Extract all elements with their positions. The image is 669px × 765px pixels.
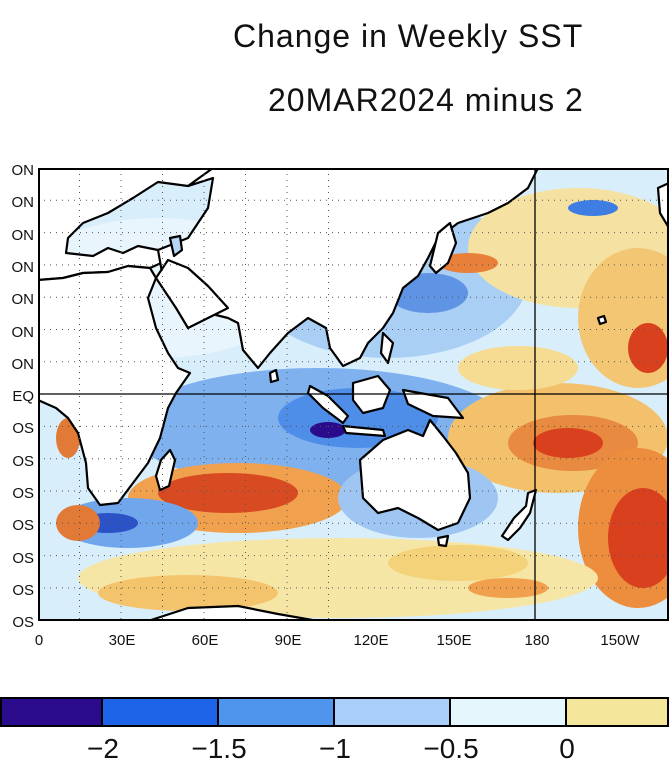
land-north-america (656, 181, 669, 230)
colorbar-tick-label: −1 (319, 733, 351, 764)
colorbar-tick-label: −2 (87, 733, 119, 764)
latitude-label: ON (11, 323, 35, 341)
latitude-label: ON (11, 162, 35, 179)
land-philippines (379, 331, 395, 365)
latitude-label: ON (11, 226, 35, 244)
land-madagascar (154, 448, 177, 492)
longitude-label: 180 (524, 632, 550, 649)
longitude-label: 30E (108, 632, 136, 649)
longitude-label: 0 (34, 632, 44, 649)
colorbar-swatch (451, 697, 567, 727)
map-frame (38, 168, 669, 621)
latitude-label: ON (11, 291, 35, 309)
latitude-label: ON (11, 258, 35, 276)
land-hawaii (596, 314, 608, 326)
longitude-label: 120E (353, 632, 389, 649)
land-antarctica (146, 604, 320, 621)
land-java (341, 424, 387, 438)
chart-subtitle: 20MAR2024 minus 2 (268, 82, 584, 118)
longitude-label: 150W (600, 632, 640, 649)
land-masses (38, 168, 669, 621)
chart-title: Change in Weekly SST (233, 18, 584, 54)
land-caspian (168, 234, 184, 258)
land-australia (358, 418, 472, 532)
colorbar-swatch (103, 697, 219, 727)
colorbar-swatch (0, 697, 103, 727)
land-japan (428, 221, 458, 275)
land-new-zealand (500, 488, 538, 542)
colorbar-swatch (567, 697, 669, 727)
latitude-label: OS (12, 420, 34, 438)
sst-change-map (38, 168, 669, 621)
latitude-label: OS (12, 517, 34, 535)
land-new-guinea (401, 388, 465, 420)
latitude-label: ON (11, 355, 35, 373)
colorbar-swatch (219, 697, 335, 727)
colorbar-swatch (335, 697, 451, 727)
latitude-label: OS (12, 581, 34, 599)
latitude-label: OS (12, 549, 34, 567)
latitude-label: OS (12, 452, 34, 470)
longitude-label: 150E (436, 632, 472, 649)
latitude-label: OS (12, 485, 34, 502)
latitude-label: OS (12, 614, 34, 632)
latitude-label: ON (11, 194, 35, 212)
colorbar-tick-label: −1.5 (191, 733, 247, 764)
longitude-label: 90E (274, 632, 302, 649)
land-sri-lanka (268, 368, 280, 384)
colorbar-tick-label: −0.5 (423, 733, 479, 764)
colorbar-tick-label: 0 (559, 733, 575, 764)
latitude-label: EQ (12, 388, 34, 406)
longitude-label: 60E (191, 632, 219, 649)
land-arabia (154, 258, 230, 330)
land-tasmania (436, 534, 450, 548)
land-asia (156, 168, 540, 370)
